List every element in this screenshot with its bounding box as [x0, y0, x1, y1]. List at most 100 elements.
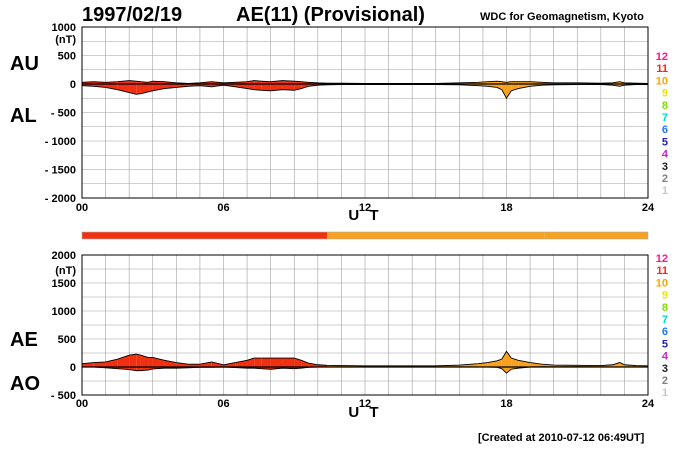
- panel1-series-al-area: [117, 84, 130, 93]
- panel1-series-al-area: [487, 84, 498, 88]
- panel1-ytick-label: - 2000: [45, 193, 76, 205]
- panel2-series-ae-area: [117, 355, 130, 367]
- panel1-xtick-label: 06: [217, 202, 229, 214]
- panel1-series-al-area: [235, 84, 248, 89]
- panel2-station-legend-item: 6: [662, 326, 668, 338]
- panel1-series-al-area: [176, 84, 189, 88]
- data-source-label: WDC for Geomagnetism, Kyoto: [480, 11, 644, 23]
- panel1-series-al-area: [301, 84, 309, 89]
- panel2-series-ae-area: [247, 358, 255, 367]
- station-coverage-segment: [544, 232, 648, 239]
- panel1-series-al-area: [518, 84, 531, 89]
- panel2-xtick-label: 00: [76, 398, 88, 410]
- panel1-station-legend-item: 3: [662, 161, 668, 173]
- panel1-ytick-label: 0: [70, 79, 76, 91]
- panel1-station-legend-item: 6: [662, 124, 668, 136]
- panel1-station-legend-item: 8: [662, 100, 668, 112]
- panel2-y-axis-unit: (nT): [55, 265, 76, 277]
- panel1-station-legend-item: 12: [656, 51, 668, 63]
- panel1-series-al-line: [81, 84, 648, 100]
- panel2-station-legend-item: 5: [662, 338, 668, 350]
- panel2-ytick-label: 1500: [52, 278, 76, 290]
- panel1-station-legend-item: 1: [662, 185, 668, 197]
- panel1-series-al-area: [105, 84, 118, 90]
- panel2-series-ao-area: [140, 367, 149, 371]
- panel2-station-legend-item: 11: [656, 265, 668, 277]
- panel2-series-ae-area: [140, 355, 149, 367]
- panel1-series-al-area: [148, 84, 153, 92]
- panel2-series-ae-area: [459, 363, 479, 367]
- panel2-series-ao-area: [136, 367, 141, 371]
- panel1-plot-frame: [81, 26, 649, 199]
- panel2-station-legend-item: 12: [656, 253, 668, 265]
- plot-title: AE(11) (Provisional): [236, 4, 425, 26]
- panel2-series-ae-area: [619, 362, 625, 367]
- panel1-station-legend-item: 10: [656, 75, 668, 87]
- panel2-series-ae-area: [188, 364, 200, 367]
- panel1-xtick-label: 00: [76, 202, 88, 214]
- panel1-series-al-area: [497, 84, 502, 90]
- panel1-ytick-label: - 1500: [45, 165, 76, 177]
- panel2-station-legend-item: 9: [662, 290, 668, 302]
- panel1-station-legend-item: 7: [662, 112, 668, 124]
- panel2-ytick-label: 2000: [52, 250, 76, 262]
- panel2-series-ae-area: [308, 363, 318, 367]
- panel1-series-al-area: [282, 84, 295, 91]
- panel2-series-ae-area: [105, 359, 118, 367]
- panel1-series-al-area: [93, 84, 106, 88]
- panel1-series-al-area: [501, 84, 507, 99]
- panel2-station-legend-item: 7: [662, 314, 668, 326]
- created-timestamp: [Created at 2010-07-12 06:49UT]: [478, 432, 645, 444]
- panel2-series-ae-area: [136, 354, 141, 367]
- panel2-plot-frame: [81, 254, 649, 396]
- panel2-series-ao-area: [148, 367, 153, 371]
- panel2-series-ae-area: [506, 351, 512, 367]
- panel1-x-axis-label: U T: [348, 207, 381, 224]
- panel2-xtick-label: 24: [642, 398, 655, 410]
- station-coverage-bar: [81, 231, 649, 240]
- panel1-station-legend-item: 2: [662, 173, 668, 185]
- panel2-series-ae-area: [497, 359, 502, 367]
- station-coverage-segment: [82, 232, 328, 239]
- panel1-ytick-label: - 500: [51, 108, 76, 120]
- panel2-xtick-label: 12: [359, 398, 371, 410]
- panel1-ytick-label: - 1000: [45, 136, 76, 148]
- panel2-x-axis-label: U T: [348, 404, 381, 421]
- panel2-series-ae-area: [93, 361, 106, 367]
- panel2-station-legend-item: 8: [662, 302, 668, 314]
- panel2-station-legend-item: 1: [662, 387, 668, 399]
- panel2-station-legend-item: 4: [662, 351, 669, 363]
- station-coverage-segment: [327, 232, 545, 239]
- panel2-xtick-label: 06: [217, 398, 229, 410]
- panel2-station-legend-item: 3: [662, 363, 668, 375]
- panel2-series-ae-area: [270, 358, 283, 367]
- panel1-station-legend-item: 5: [662, 136, 668, 148]
- panel2-xtick-label: 18: [500, 398, 512, 410]
- panel2-series-ae-area: [301, 360, 309, 367]
- panel2-series-ae-area: [223, 362, 236, 367]
- panel2-series-ae-area: [282, 358, 295, 367]
- panel1-series-al-area: [129, 84, 137, 95]
- panel2-series-ae-area: [199, 361, 212, 367]
- panel1-ytick-label: 500: [58, 51, 76, 63]
- panel2-series-ae-area: [501, 351, 507, 367]
- panel2-ytick-label: 1000: [52, 306, 76, 318]
- panel2-series-label-ao: AO: [10, 373, 40, 395]
- panel1-xtick-label: 24: [642, 202, 655, 214]
- panel2-series-ae-area: [254, 358, 262, 367]
- panel1-series-al-area: [136, 84, 141, 95]
- panel1-series-al-area: [270, 84, 283, 91]
- panel1-series-au-area: [247, 80, 255, 84]
- panel1-series-al-area: [140, 84, 149, 94]
- panel1-station-legend-item: 11: [656, 63, 668, 75]
- panel1-series-label-al: AL: [10, 105, 37, 127]
- panel2-station-legend-item: 2: [662, 375, 668, 387]
- panel2-series-ae-area: [261, 358, 271, 367]
- panel2-ytick-label: - 500: [51, 390, 76, 402]
- panel2-station-legend-item: 10: [656, 277, 668, 289]
- panel1-series-au-area: [270, 80, 283, 84]
- panel1-xtick-label: 18: [500, 202, 512, 214]
- panel1-series-al-area: [254, 84, 262, 91]
